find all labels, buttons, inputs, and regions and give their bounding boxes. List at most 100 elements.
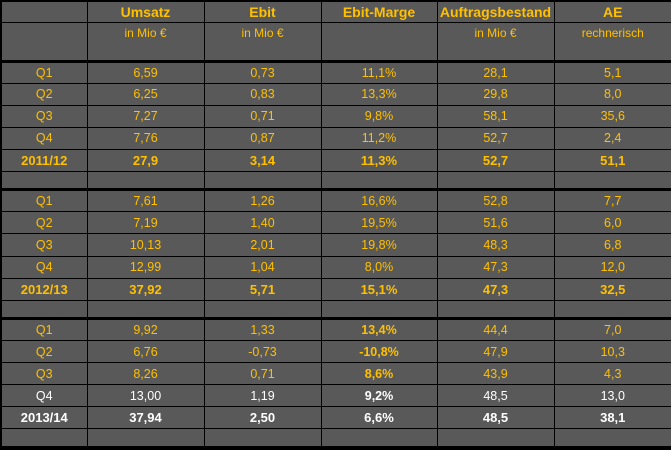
value-cell[interactable]: 19,5% (320, 211, 438, 235)
value-cell[interactable]: 2,01 (203, 233, 322, 257)
value-cell[interactable]: 6,6% (320, 406, 438, 430)
value-cell[interactable]: 0,71 (203, 104, 322, 128)
value-cell[interactable]: 7,61 (86, 189, 205, 213)
value-cell[interactable]: 48,5 (436, 406, 555, 430)
value-cell[interactable]: 8,6% (320, 362, 438, 386)
subheader-auftragsbestand-unit[interactable]: in Mio € (436, 21, 555, 63)
value-cell[interactable]: 47,9 (436, 340, 555, 364)
column-header-ebit[interactable]: Ebit (203, 0, 322, 23)
row-label[interactable]: Q4 (0, 384, 88, 408)
empty-cell[interactable] (320, 428, 438, 449)
row-label[interactable]: Q1 (0, 189, 88, 213)
value-cell[interactable]: 52,8 (436, 189, 555, 213)
value-cell[interactable]: 1,40 (203, 211, 322, 235)
value-cell[interactable]: 10,13 (86, 233, 205, 257)
subheader-ebit-marge-unit[interactable] (320, 21, 438, 63)
value-cell[interactable]: 37,94 (86, 406, 205, 430)
value-cell[interactable]: 11,1% (320, 60, 438, 84)
value-cell[interactable]: 12,0 (553, 255, 671, 279)
empty-cell[interactable] (436, 428, 555, 449)
value-cell[interactable]: 11,3% (320, 148, 438, 172)
value-cell[interactable]: 0,73 (203, 60, 322, 84)
row-label[interactable]: Q3 (0, 362, 88, 386)
row-label[interactable]: Q4 (0, 255, 88, 279)
value-cell[interactable]: 58,1 (436, 104, 555, 128)
row-label[interactable]: Q1 (0, 318, 88, 342)
value-cell[interactable]: 1,26 (203, 189, 322, 213)
empty-cell[interactable] (320, 170, 438, 192)
empty-cell[interactable] (553, 299, 671, 321)
value-cell[interactable]: 13,00 (86, 384, 205, 408)
value-cell[interactable]: -0,73 (203, 340, 322, 364)
corner-cell[interactable] (0, 0, 88, 23)
value-cell[interactable]: 7,0 (553, 318, 671, 342)
value-cell[interactable]: 1,19 (203, 384, 322, 408)
value-cell[interactable]: 13,3% (320, 82, 438, 106)
value-cell[interactable]: 1,33 (203, 318, 322, 342)
value-cell[interactable]: 1,04 (203, 255, 322, 279)
row-label[interactable]: Q3 (0, 104, 88, 128)
value-cell[interactable]: 15,1% (320, 277, 438, 301)
value-cell[interactable]: 2,50 (203, 406, 322, 430)
value-cell[interactable]: 52,7 (436, 126, 555, 150)
value-cell[interactable]: -10,8% (320, 340, 438, 364)
row-label[interactable]: Q1 (0, 60, 88, 84)
value-cell[interactable]: 10,3 (553, 340, 671, 364)
row-label[interactable]: Q4 (0, 126, 88, 150)
value-cell[interactable]: 12,99 (86, 255, 205, 279)
subheader-ae-unit[interactable]: rechnerisch (553, 21, 671, 63)
value-cell[interactable]: 28,1 (436, 60, 555, 84)
value-cell[interactable]: 4,3 (553, 362, 671, 386)
value-cell[interactable]: 51,1 (553, 148, 671, 172)
value-cell[interactable]: 48,3 (436, 233, 555, 257)
empty-cell[interactable] (553, 170, 671, 192)
value-cell[interactable]: 3,14 (203, 148, 322, 172)
value-cell[interactable]: 6,59 (86, 60, 205, 84)
value-cell[interactable]: 11,2% (320, 126, 438, 150)
empty-cell[interactable] (436, 170, 555, 192)
value-cell[interactable]: 5,71 (203, 277, 322, 301)
empty-cell[interactable] (203, 428, 322, 449)
value-cell[interactable]: 8,0% (320, 255, 438, 279)
value-cell[interactable]: 9,2% (320, 384, 438, 408)
value-cell[interactable]: 6,76 (86, 340, 205, 364)
subheader-umsatz-unit[interactable]: in Mio € (86, 21, 205, 63)
value-cell[interactable]: 51,6 (436, 211, 555, 235)
row-label[interactable]: 2012/13 (0, 277, 88, 301)
value-cell[interactable]: 7,7 (553, 189, 671, 213)
subheader-cell[interactable] (0, 21, 88, 63)
value-cell[interactable]: 47,3 (436, 255, 555, 279)
value-cell[interactable]: 0,71 (203, 362, 322, 386)
value-cell[interactable]: 35,6 (553, 104, 671, 128)
subheader-ebit-unit[interactable]: in Mio € (203, 21, 322, 63)
value-cell[interactable]: 9,8% (320, 104, 438, 128)
empty-cell[interactable] (203, 170, 322, 192)
column-header-umsatz[interactable]: Umsatz (86, 0, 205, 23)
empty-cell[interactable] (436, 299, 555, 321)
value-cell[interactable]: 38,1 (553, 406, 671, 430)
value-cell[interactable]: 0,87 (203, 126, 322, 150)
empty-cell[interactable] (86, 170, 205, 192)
value-cell[interactable]: 5,1 (553, 60, 671, 84)
value-cell[interactable]: 8,26 (86, 362, 205, 386)
value-cell[interactable]: 7,27 (86, 104, 205, 128)
value-cell[interactable]: 47,3 (436, 277, 555, 301)
empty-cell[interactable] (0, 299, 88, 321)
value-cell[interactable]: 7,76 (86, 126, 205, 150)
value-cell[interactable]: 44,4 (436, 318, 555, 342)
row-label[interactable]: 2011/12 (0, 148, 88, 172)
value-cell[interactable]: 27,9 (86, 148, 205, 172)
empty-cell[interactable] (320, 299, 438, 321)
value-cell[interactable]: 19,8% (320, 233, 438, 257)
column-header-ae[interactable]: AE (553, 0, 671, 23)
value-cell[interactable]: 52,7 (436, 148, 555, 172)
value-cell[interactable]: 8,0 (553, 82, 671, 106)
value-cell[interactable]: 0,83 (203, 82, 322, 106)
value-cell[interactable]: 29,8 (436, 82, 555, 106)
value-cell[interactable]: 9,92 (86, 318, 205, 342)
value-cell[interactable]: 43,9 (436, 362, 555, 386)
empty-cell[interactable] (203, 299, 322, 321)
value-cell[interactable]: 32,5 (553, 277, 671, 301)
value-cell[interactable]: 48,5 (436, 384, 555, 408)
empty-cell[interactable] (0, 170, 88, 192)
